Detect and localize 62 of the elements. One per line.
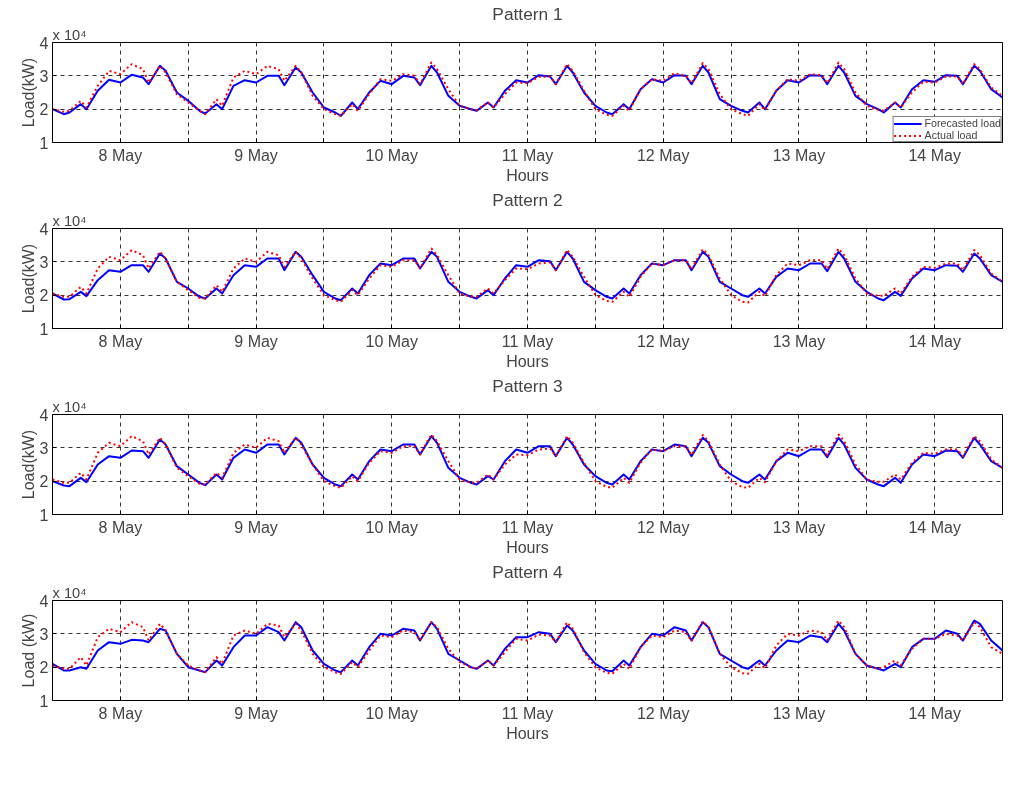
x-tick-label: 8 May <box>98 332 143 350</box>
y-tick-label: 2 <box>39 473 49 491</box>
y-tick-label: 3 <box>39 625 49 643</box>
y-tick-label: 3 <box>39 439 49 457</box>
x-tick-label: 10 May <box>365 704 419 722</box>
x-tick-label: 11 May <box>501 518 554 536</box>
y-tick-label: 4 <box>39 406 49 424</box>
x-tick-label: 13 May <box>772 704 826 722</box>
chart-title: Pattern 2 <box>492 189 563 210</box>
x-tick-label: 14 May <box>908 332 961 350</box>
y-tick-label: 2 <box>39 101 49 119</box>
y-tick-label: 1 <box>39 320 49 338</box>
annotation: x 10⁴ <box>52 212 87 229</box>
annotation: x 10⁴ <box>52 398 87 415</box>
y-tick-label: 1 <box>39 692 49 710</box>
x-axis-title: Hours <box>506 166 549 184</box>
y-tick-label: 1 <box>39 506 49 524</box>
x-tick-label: 10 May <box>365 518 419 536</box>
y-axis-title: Load(kW) <box>19 429 37 500</box>
chart-title: Pattern 3 <box>492 375 563 396</box>
y-tick-label: 4 <box>39 592 49 610</box>
y-tick-label: 4 <box>39 34 49 52</box>
x-axis-title: Hours <box>506 724 549 742</box>
x-axis-title: Hours <box>506 538 549 556</box>
x-tick-label: 11 May <box>501 704 554 722</box>
x-tick-label: 9 May <box>234 146 278 164</box>
x-tick-label: 12 May <box>636 146 690 164</box>
x-tick-label: 8 May <box>98 518 143 536</box>
y-tick-label: 4 <box>39 220 49 238</box>
annotation: x 10⁴ <box>52 584 87 601</box>
x-tick-label: 12 May <box>636 704 690 722</box>
x-tick-label: 8 May <box>98 146 143 164</box>
x-tick-label: 11 May <box>501 332 554 350</box>
x-tick-label: 14 May <box>908 518 961 536</box>
y-tick-label: 3 <box>39 253 49 271</box>
legend-label: Forecasted load <box>924 117 1001 129</box>
y-axis-title: Load (kW) <box>19 613 37 688</box>
x-tick-label: 9 May <box>234 704 278 722</box>
y-axis-title: Load(kW) <box>19 243 37 314</box>
legend-label: Actual load <box>924 129 978 141</box>
x-tick-label: 9 May <box>234 332 278 350</box>
x-tick-label: 9 May <box>234 518 278 536</box>
x-tick-label: 14 May <box>908 704 961 722</box>
x-tick-label: 12 May <box>636 332 690 350</box>
x-tick-label: 13 May <box>772 518 826 536</box>
y-tick-label: 2 <box>39 287 49 305</box>
chart-title: Pattern 1 <box>492 3 563 24</box>
x-tick-label: 12 May <box>636 518 690 536</box>
y-tick-label: 3 <box>39 67 49 85</box>
annotation: x 10⁴ <box>52 26 87 43</box>
x-tick-label: 10 May <box>365 332 419 350</box>
y-tick-label: 1 <box>39 134 49 152</box>
x-tick-label: 10 May <box>365 146 419 164</box>
x-tick-label: 13 May <box>772 332 826 350</box>
x-tick-label: 14 May <box>908 146 961 164</box>
chart-title: Pattern 4 <box>492 561 564 582</box>
x-tick-label: 13 May <box>772 146 826 164</box>
y-tick-label: 2 <box>39 659 49 677</box>
x-tick-label: 8 May <box>98 704 143 722</box>
x-axis-title: Hours <box>506 352 549 370</box>
y-axis-title: Load(kW) <box>19 57 37 128</box>
x-tick-label: 11 May <box>501 146 554 164</box>
